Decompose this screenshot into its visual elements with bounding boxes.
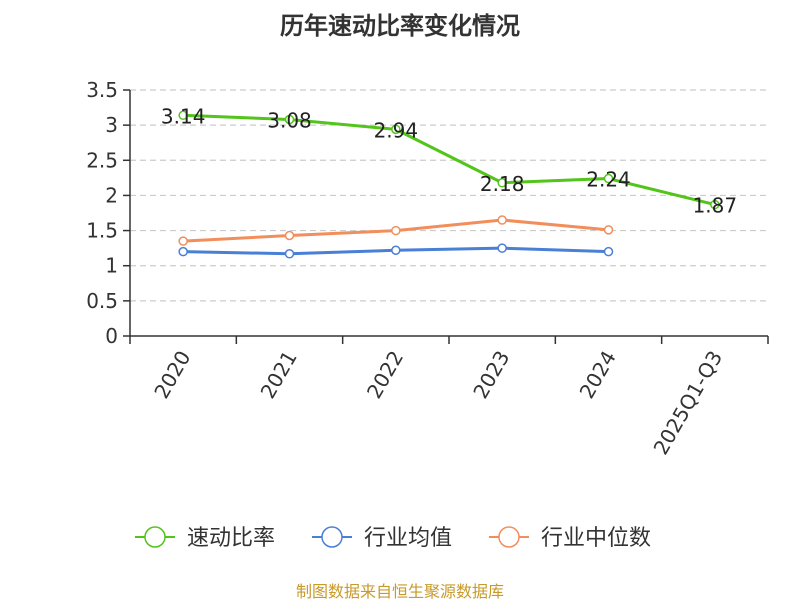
y-tick-label: 1	[105, 254, 118, 278]
x-tick-label: 2023	[468, 346, 514, 402]
legend-item: 行业均值	[312, 526, 452, 551]
data-point	[178, 246, 188, 257]
series-line	[183, 113, 716, 207]
data-label: 3.08	[267, 109, 312, 133]
y-tick-label: 2	[105, 183, 118, 207]
y-tick-label: 3.5	[86, 78, 118, 102]
y-tick-label: 0.5	[86, 289, 118, 313]
data-label: 3.14	[161, 104, 206, 128]
legend-label: 行业中位数	[541, 526, 651, 551]
x-tick-label: 2024	[575, 347, 621, 403]
x-tick-label: 2025Q1-Q3	[648, 347, 727, 459]
axes: 0 0.5 1 1.5 2 2.5 3 3.5 2020 2021 2022 2023 2024 2025…	[86, 78, 769, 459]
data-point	[284, 114, 295, 125]
data-point	[284, 230, 295, 241]
data-point	[391, 124, 401, 135]
data-label: 2.24	[586, 168, 631, 192]
legend-marker	[144, 526, 166, 548]
series-lines	[178, 110, 720, 259]
data-point	[391, 245, 401, 256]
legend-item: 行业中位数	[489, 526, 651, 551]
legend: 速动比率 行业均值 行业中位数	[135, 526, 651, 551]
data-point	[603, 173, 614, 184]
source-note: 制图数据来自恒生聚源数据库	[295, 582, 504, 601]
y-tick-label: 0	[105, 324, 118, 348]
grid-lines	[130, 89, 768, 302]
chart-title: 历年速动比率变化情况	[280, 12, 520, 40]
y-tick-label: 2.5	[86, 148, 118, 172]
data-point	[284, 249, 295, 259]
data-point	[178, 110, 188, 121]
legend-label: 速动比率	[187, 526, 275, 551]
data-label: 2.94	[374, 118, 419, 142]
x-tick-label: 2022	[362, 347, 408, 403]
legend-item: 速动比率	[135, 526, 275, 551]
legend-label: 行业均值	[364, 526, 452, 551]
data-point	[178, 236, 188, 246]
data-point	[603, 246, 614, 257]
data-point	[497, 215, 507, 225]
data-point	[603, 225, 614, 235]
data-label: 2.18	[480, 172, 525, 196]
x-tick-label: 2021	[256, 347, 302, 403]
data-label: 1.87	[693, 194, 738, 218]
data-labels: 3.14 3.08 2.94 2.18 2.24 1.87	[161, 104, 737, 217]
y-tick-label: 1.5	[86, 219, 118, 243]
x-tick-label: 2020	[149, 347, 195, 403]
data-point	[497, 243, 507, 253]
data-point	[497, 178, 507, 188]
legend-marker	[321, 526, 343, 548]
y-tick-label: 3	[105, 113, 118, 137]
data-point	[710, 199, 720, 210]
legend-marker	[498, 526, 520, 548]
data-point	[391, 225, 401, 236]
